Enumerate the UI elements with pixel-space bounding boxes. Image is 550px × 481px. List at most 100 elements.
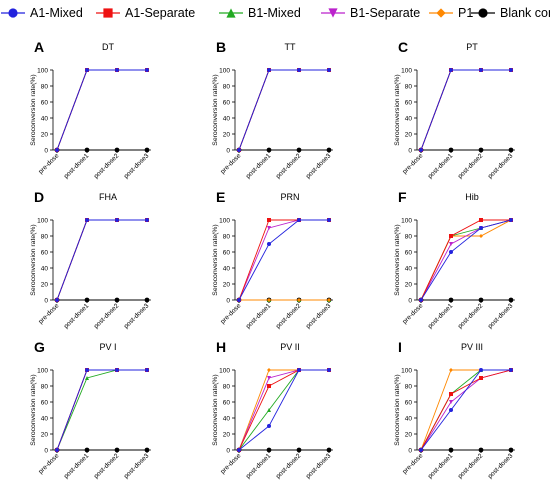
x-tick-label: post-dose3: [123, 452, 151, 480]
series-line-a1-mixed: [420, 369, 511, 451]
y-tick-label: 60: [41, 399, 49, 406]
x-tick-label: post-dose1: [427, 152, 455, 180]
series-a1-mixed: [55, 68, 149, 152]
series-a1-separate: [237, 368, 331, 452]
series-a1-separate: [419, 218, 513, 302]
y-tick-label: 0: [226, 447, 230, 454]
series-blank-control: [418, 147, 514, 153]
x-tick-label: post-dose1: [63, 452, 91, 480]
legend-label: B1-Separate: [350, 6, 421, 20]
data-point-a1-mixed: [145, 368, 149, 372]
x-tick-label: post-dose1: [427, 302, 455, 330]
series-p1: [237, 68, 331, 152]
y-tick-label: 100: [401, 67, 412, 74]
data-point-a1-mixed: [145, 218, 149, 222]
series-line-b1-separate: [238, 369, 329, 451]
series-p1: [419, 218, 513, 302]
series-p1: [55, 68, 149, 152]
x-tick-label: pre-dose: [219, 452, 242, 475]
data-point-blank-control: [114, 297, 120, 303]
data-point-a1-mixed: [85, 68, 89, 72]
data-point-blank-control: [448, 447, 454, 453]
data-point-blank-control: [296, 147, 302, 153]
legend-marker-a1-mixed: [8, 8, 18, 18]
data-point-blank-control: [266, 147, 272, 153]
x-tick-label: pre-dose: [37, 302, 60, 325]
legend-item-blank-control: Blank control: [470, 4, 550, 22]
data-point-blank-control: [114, 147, 120, 153]
panel-i: I PV III Seroconversion rate(%) 0 20 40 60 80 10…: [394, 339, 515, 480]
data-point-a1-mixed: [237, 298, 241, 302]
series-line-a1-mixed: [238, 369, 329, 451]
x-tick-label: pre-dose: [37, 152, 60, 175]
series-line-p1: [56, 369, 147, 451]
series-b1-separate: [419, 368, 513, 452]
series-a1-separate: [237, 218, 331, 302]
y-tick-label: 60: [223, 249, 231, 256]
legend: A1-Mixed A1-Separate B1-Mixed B1-Separate P1…: [0, 0, 550, 26]
data-point-blank-control: [144, 147, 150, 153]
series-line-b1-mixed: [56, 219, 147, 301]
y-tick-label: 20: [405, 131, 413, 138]
y-tick-label: 20: [41, 131, 49, 138]
data-point-a1-mixed: [419, 448, 423, 452]
y-tick-label: 0: [408, 447, 412, 454]
series-line-b1-separate: [420, 69, 511, 151]
data-point-a1-mixed: [479, 226, 483, 230]
series-p1: [237, 298, 331, 302]
legend-swatch-b1-separate: [321, 8, 345, 18]
series-b1-mixed: [55, 218, 149, 302]
series-line-b1-mixed: [420, 69, 511, 151]
series-a1-separate: [55, 218, 149, 302]
y-tick-label: 80: [41, 83, 49, 90]
series-b1-separate: [237, 68, 331, 152]
data-point-a1-mixed: [327, 68, 331, 72]
series-blank-control: [236, 447, 332, 453]
series-line-a1-separate: [56, 369, 147, 451]
legend-label: A1-Separate: [125, 6, 196, 20]
legend-label: Blank control: [500, 6, 550, 20]
panel-letter: B: [216, 39, 226, 55]
series-line-b1-separate: [56, 69, 147, 151]
y-tick-label: 100: [401, 367, 412, 374]
series-line-b1-mixed: [56, 369, 147, 451]
legend-swatch-p1: [429, 8, 453, 18]
y-axis-label: Seroconversion rate(%): [212, 74, 219, 145]
panel-e: E PRN Seroconversion rate(%) 0 20 40 60 80 100 pr…: [212, 189, 333, 330]
y-tick-label: 20: [405, 431, 413, 438]
series-a1-mixed: [237, 218, 331, 302]
panel-letter: E: [216, 189, 225, 205]
series-a1-mixed: [237, 368, 331, 452]
series-a1-separate: [419, 368, 513, 452]
data-point-a1-separate: [267, 218, 271, 222]
data-point-a1-mixed: [509, 68, 513, 72]
y-axis-label: Seroconversion rate(%): [212, 374, 219, 445]
series-line-b1-separate: [238, 69, 329, 151]
legend-marker-a1-separate: [103, 8, 113, 18]
data-point-p1: [449, 368, 453, 372]
x-tick-label: post-dose3: [305, 152, 333, 180]
x-tick-label: post-dose3: [487, 302, 515, 330]
data-point-blank-control: [84, 297, 90, 303]
x-tick-label: post-dose1: [63, 302, 91, 330]
series-line-a1-mixed: [238, 219, 329, 301]
series-line-p1: [420, 69, 511, 151]
legend-swatch-blank-control: [471, 8, 495, 18]
y-tick-label: 20: [223, 131, 231, 138]
y-axis-label: Seroconversion rate(%): [30, 374, 37, 445]
y-tick-label: 100: [219, 367, 230, 374]
x-tick-label: post-dose2: [93, 302, 121, 330]
y-tick-label: 20: [223, 431, 231, 438]
data-point-blank-control: [478, 447, 484, 453]
x-tick-label: post-dose3: [487, 152, 515, 180]
data-point-a1-mixed: [449, 68, 453, 72]
legend-swatch-a1-separate: [96, 8, 120, 18]
panel-d: D FHA Seroconversion rate(%) 0 20 40 60 80 100 pr…: [30, 189, 151, 330]
data-point-a1-separate: [449, 392, 453, 396]
y-tick-label: 60: [223, 99, 231, 106]
x-tick-label: pre-dose: [401, 152, 424, 175]
x-tick-label: post-dose1: [63, 152, 91, 180]
y-tick-label: 80: [405, 233, 413, 240]
legend-swatch-a1-mixed: [1, 8, 25, 18]
data-point-blank-control: [326, 447, 332, 453]
